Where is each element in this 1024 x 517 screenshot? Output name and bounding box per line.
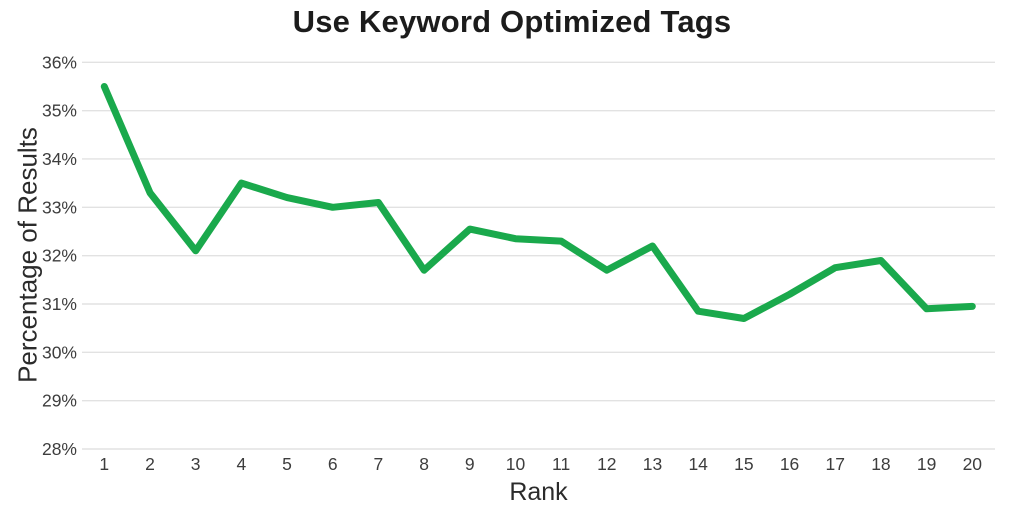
data-series-line (100, 83, 976, 322)
x-tick-label: 13 (643, 454, 662, 474)
x-tick-label: 4 (236, 454, 246, 474)
x-axis-label: Rank (509, 478, 568, 506)
x-tick-label: 19 (917, 454, 936, 474)
y-tick-label: 36% (42, 52, 77, 72)
x-tick-label: 8 (419, 454, 429, 474)
x-tick-label: 14 (688, 454, 708, 474)
x-tick-label: 17 (826, 454, 845, 474)
x-tick-label: 7 (374, 454, 384, 474)
y-tick-label: 32% (42, 246, 77, 266)
y-tick-label: 30% (42, 342, 77, 362)
y-tick-label: 34% (42, 149, 77, 169)
x-tick-label: 6 (328, 454, 338, 474)
x-tick-label: 10 (506, 454, 526, 474)
y-tick-label: 28% (42, 439, 77, 459)
y-tick-label: 33% (42, 197, 77, 217)
x-tick-label: 12 (597, 454, 616, 474)
x-tick-label: 5 (282, 454, 292, 474)
x-tick-label: 3 (191, 454, 201, 474)
x-tick-label: 9 (465, 454, 475, 474)
x-tick-label: 11 (552, 454, 570, 474)
chart-title: Use Keyword Optimized Tags (292, 4, 732, 39)
x-tick-label: 18 (871, 454, 890, 474)
y-tick-label: 29% (42, 391, 77, 411)
y-tick-label: 31% (42, 294, 77, 314)
x-tick-label: 1 (99, 454, 109, 474)
x-tick-label: 2 (145, 454, 155, 474)
y-tick-label: 35% (42, 101, 77, 121)
x-tick-label: 20 (963, 454, 983, 474)
x-tick-label: 15 (734, 454, 753, 474)
x-tick-label: 16 (780, 454, 799, 474)
